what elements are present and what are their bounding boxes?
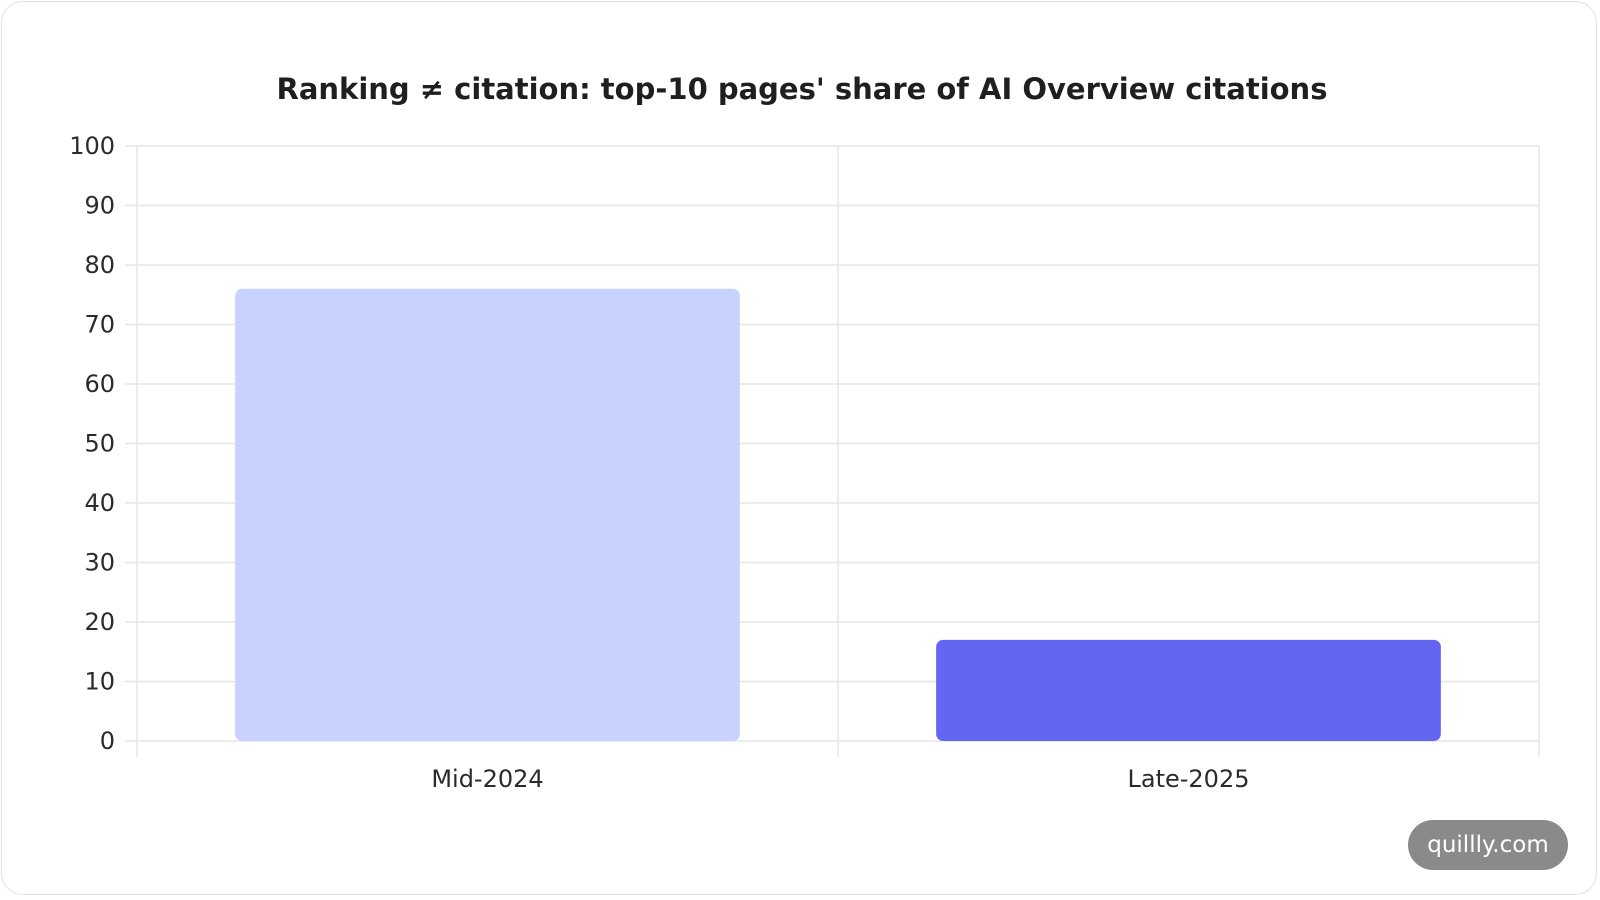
watermark-badge[interactable]: quillly.com [1408, 820, 1568, 870]
y-tick-label: 60 [84, 370, 115, 398]
y-tick-label: 80 [84, 251, 115, 279]
chart-title: Ranking ≠ citation: top-10 pages' share … [277, 72, 1328, 106]
y-axis-ticks: 0 10 20 30 40 50 60 70 80 90 100 [69, 132, 115, 755]
x-axis-ticks: Mid-2024 Late-2025 [431, 765, 1249, 793]
y-tick-label: 30 [84, 549, 115, 577]
y-tick-label: 0 [100, 727, 115, 755]
y-tick-label: 100 [69, 132, 115, 160]
y-tick-label: 10 [84, 668, 115, 696]
bars [235, 288, 1441, 741]
y-tick-label: 50 [84, 430, 115, 458]
y-tick-label: 40 [84, 489, 115, 517]
x-tick-label: Late-2025 [1128, 765, 1250, 793]
y-tick-label: 90 [84, 192, 115, 220]
y-tick-label: 70 [84, 311, 115, 339]
bar-late-2025[interactable] [936, 639, 1441, 741]
bar-mid-2024[interactable] [235, 288, 740, 741]
y-tick-label: 20 [84, 608, 115, 636]
x-tick-label: Mid-2024 [431, 765, 543, 793]
